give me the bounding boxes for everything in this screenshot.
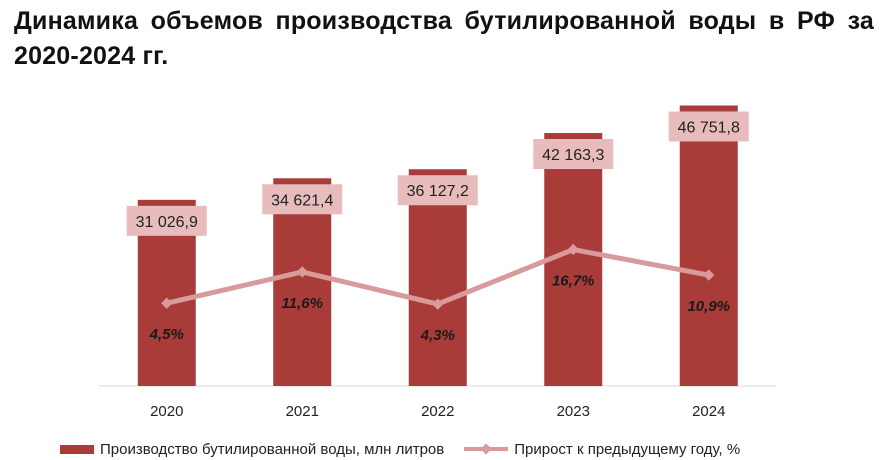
bar-value-labels: 31 026,9 34 621,4 36 127,2 42 163,3 46 751,8 bbox=[126, 111, 749, 236]
x-tick-2020: 2020 bbox=[150, 403, 183, 420]
x-tick-2021: 2021 bbox=[286, 403, 319, 420]
bar-value-label-2024: 46 751,8 bbox=[678, 119, 740, 136]
legend-item-production: Производство бутилированной воды, млн ли… bbox=[60, 441, 444, 458]
bar-value-label-2022: 36 127,2 bbox=[407, 183, 469, 200]
legend-label-production: Производство бутилированной воды, млн ли… bbox=[100, 440, 445, 458]
bar-2022 bbox=[408, 169, 467, 386]
growth-value-label-2020: 4,5% bbox=[149, 326, 184, 343]
growth-marker-2021 bbox=[296, 266, 308, 278]
x-tick-labels: 2020 2021 2022 2023 2024 bbox=[150, 403, 725, 420]
growth-value-label-2023: 16,7% bbox=[552, 273, 595, 290]
legend-swatch-line bbox=[464, 443, 509, 455]
growth-value-labels: 4,5% 11,6% 4,3% 16,7% 10,9% bbox=[149, 273, 730, 345]
bar-value-label-2020: 31 026,9 bbox=[136, 214, 198, 231]
growth-marker-2020 bbox=[161, 297, 173, 309]
growth-marker-2024 bbox=[703, 269, 715, 281]
legend: Производство бутилированной воды, млн ли… bbox=[60, 438, 760, 460]
bar-value-label-2021: 34 621,4 bbox=[271, 192, 333, 209]
legend-swatch-bar bbox=[60, 444, 94, 454]
legend-item-growth: Прирост к предыдущему году, % bbox=[464, 441, 740, 458]
growth-value-label-2022: 4,3% bbox=[420, 327, 455, 344]
bar-value-label-2023: 42 163,3 bbox=[542, 147, 604, 164]
x-tick-2024: 2024 bbox=[692, 403, 725, 420]
x-tick-2022: 2022 bbox=[421, 403, 454, 420]
bar-value-box-2022 bbox=[397, 175, 478, 206]
legend-label-growth: Прирост к предыдущему году, % bbox=[514, 440, 741, 458]
growth-value-label-2021: 11,6% bbox=[282, 295, 323, 312]
growth-line-group bbox=[161, 243, 715, 310]
bar-value-box-2024 bbox=[668, 111, 749, 142]
bar-value-box-2023 bbox=[533, 139, 614, 170]
growth-marker-2022 bbox=[432, 298, 444, 310]
bar-value-box-2020 bbox=[126, 205, 207, 236]
chart-title: Динамика объемов производства бутилирова… bbox=[14, 7, 874, 70]
growth-value-label-2024: 10,9% bbox=[687, 298, 730, 315]
bar-2024 bbox=[679, 105, 738, 386]
bar-value-box-2021 bbox=[262, 184, 343, 215]
x-tick-2023: 2023 bbox=[557, 403, 590, 420]
growth-marker-2023 bbox=[567, 243, 579, 256]
